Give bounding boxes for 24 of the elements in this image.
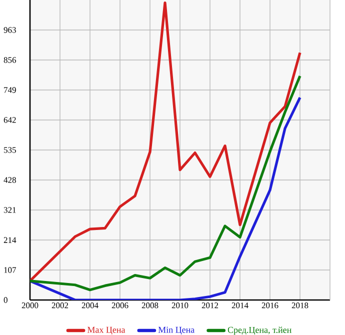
y-tick-label: 856 (4, 57, 16, 63)
x-tick-label: 2016 (262, 302, 278, 308)
line-series (30, 2, 302, 282)
legend-label: Сред.Цена, т.йен (228, 326, 292, 335)
y-tick-label: 0 (4, 297, 8, 303)
x-tick-label: 2014 (232, 302, 248, 308)
x-tick-label: 2008 (142, 302, 158, 308)
y-tick-label: 107 (4, 267, 16, 273)
x-tick-label: 2000 (22, 302, 38, 308)
y-tick-label: 642 (4, 117, 16, 123)
legend-label: Max Цена (87, 326, 126, 335)
y-tick-label: 321 (4, 207, 16, 213)
y-tick-label: 214 (4, 237, 16, 243)
x-tick-label: 2018 (292, 302, 308, 308)
y-tick-label: 428 (4, 177, 16, 183)
legend-label: Min Цена (158, 326, 195, 335)
y-tick-label: 749 (4, 87, 16, 93)
x-tick-label: 2004 (82, 302, 98, 308)
y-tick-label: 535 (4, 147, 16, 153)
x-tick-label: 2012 (202, 302, 218, 308)
x-tick-label: 2006 (112, 302, 128, 308)
x-tick-label: 2002 (52, 302, 68, 308)
x-tick-label: 2010 (172, 302, 188, 308)
y-tick-label: 963 (4, 27, 16, 33)
